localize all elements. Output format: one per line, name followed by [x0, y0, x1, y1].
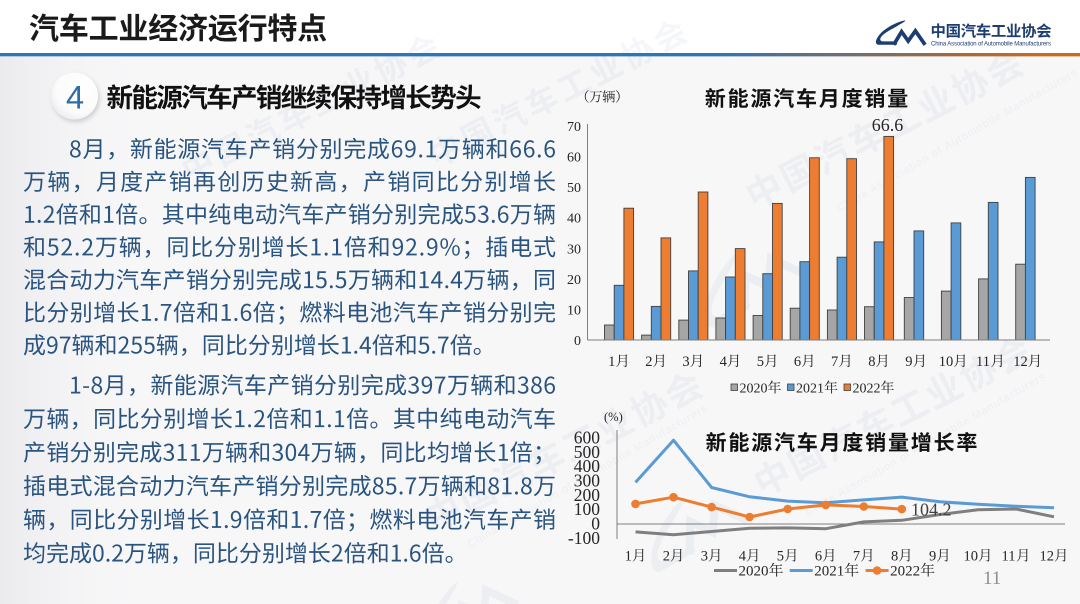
svg-text:5: 5	[777, 549, 784, 565]
svg-text:2020: 2020	[739, 564, 769, 580]
svg-text:2: 2	[645, 354, 652, 370]
svg-text:1: 1	[608, 354, 615, 370]
svg-text:2020: 2020	[740, 382, 768, 397]
svg-text:600: 600	[574, 428, 601, 448]
svg-text:0: 0	[591, 514, 600, 534]
svg-text:3: 3	[682, 354, 689, 370]
svg-text:2022: 2022	[853, 382, 881, 397]
svg-text:12: 12	[1040, 549, 1055, 565]
svg-text:2022: 2022	[890, 564, 920, 580]
svg-text:7: 7	[831, 354, 838, 370]
svg-text:400: 400	[574, 456, 601, 476]
svg-text:20: 20	[567, 273, 581, 288]
svg-text:0: 0	[574, 334, 581, 349]
svg-text:-100: -100	[568, 528, 600, 548]
svg-text:2021: 2021	[796, 382, 824, 397]
svg-text:50: 50	[567, 181, 581, 196]
svg-text:3: 3	[701, 549, 708, 565]
svg-text:4: 4	[720, 354, 728, 370]
svg-text:2021: 2021	[814, 564, 844, 580]
svg-text:500: 500	[574, 442, 601, 462]
svg-text:40: 40	[567, 212, 581, 227]
svg-text:8: 8	[868, 354, 875, 370]
svg-text:10: 10	[964, 549, 979, 565]
svg-text:30: 30	[567, 242, 581, 257]
svg-text:5: 5	[757, 354, 764, 370]
svg-text:(%): (%)	[604, 410, 623, 424]
svg-text:4: 4	[739, 549, 747, 565]
svg-text:9: 9	[905, 354, 912, 370]
svg-text:60: 60	[567, 151, 581, 166]
svg-text:7: 7	[853, 549, 860, 565]
svg-text:China Association of Automobil: China Association of Automobile Manufact…	[931, 42, 1051, 48]
svg-text:6: 6	[794, 354, 801, 370]
svg-text:1: 1	[625, 549, 632, 565]
svg-text:4: 4	[66, 80, 84, 116]
svg-text:100: 100	[574, 499, 601, 519]
svg-text:70: 70	[567, 120, 581, 135]
svg-text:12: 12	[1013, 354, 1027, 370]
svg-text:10: 10	[939, 354, 954, 370]
svg-text:11: 11	[983, 568, 1001, 589]
svg-text:9: 9	[929, 549, 936, 565]
svg-text:200: 200	[574, 485, 601, 505]
svg-text:11: 11	[976, 354, 990, 370]
svg-text:6: 6	[815, 549, 822, 565]
svg-text:104.2: 104.2	[911, 500, 952, 520]
svg-text:11: 11	[1002, 549, 1016, 565]
svg-text:8: 8	[891, 549, 898, 565]
svg-text:10: 10	[567, 303, 581, 318]
svg-text:300: 300	[574, 471, 601, 491]
svg-text:66.6: 66.6	[872, 115, 904, 135]
svg-text:2: 2	[663, 549, 670, 565]
